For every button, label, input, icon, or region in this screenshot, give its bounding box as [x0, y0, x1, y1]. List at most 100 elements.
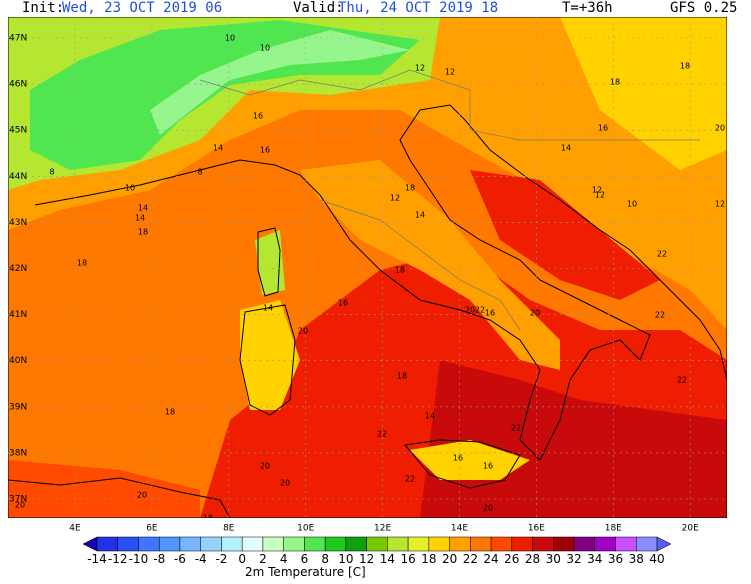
colorbar-label: 24 [483, 552, 498, 566]
contour-label: 14 [135, 214, 145, 223]
colorbar-label: 12 [359, 552, 374, 566]
colorbar-segment [304, 536, 326, 552]
contour-label: 16 [253, 112, 263, 121]
contour-label: 18 [680, 62, 690, 71]
lat-label: 42N [9, 264, 27, 274]
lat-label: 45N [9, 126, 27, 136]
colorbar-segment [324, 536, 347, 552]
colorbar-segment [511, 536, 533, 552]
field-corsica [255, 230, 285, 295]
contour-label: 16 [338, 299, 348, 308]
contour-label: 20 [465, 306, 475, 315]
colorbar-label: 18 [421, 552, 436, 566]
colorbar-segment [345, 536, 367, 552]
lat-label: 44N [9, 172, 27, 182]
borders [199, 69, 700, 331]
contour-label: 12 [445, 68, 455, 77]
colorbar-segment [241, 536, 264, 552]
colorbar-segment [449, 536, 471, 552]
lat-label: 41N [9, 310, 27, 320]
colorbar-label: 16 [400, 552, 415, 566]
contour-label: 8 [49, 168, 54, 177]
colorbar-label: 38 [629, 552, 644, 566]
contour-label: 12 [415, 64, 425, 73]
colorbar-segment [96, 536, 118, 552]
contour-label: 16 [598, 124, 608, 133]
colorbar-label: 2 [259, 552, 267, 566]
contour-label: 14 [561, 144, 571, 153]
contour-label: 16 [260, 146, 270, 155]
contour-label: 14 [263, 304, 273, 313]
colorbar-segment [117, 536, 139, 552]
contour-label: 18 [397, 372, 407, 381]
lat-label: 46N [9, 80, 27, 90]
colorbar-segment [594, 536, 616, 552]
contour-label: 12 [715, 200, 725, 209]
colorbar-arrow [656, 536, 672, 552]
colorbar-label: 8 [321, 552, 329, 566]
colorbar-label: 6 [301, 552, 309, 566]
contour-label: 18 [610, 78, 620, 87]
contour-label: 12 [592, 186, 602, 195]
colorbar-segment [573, 536, 596, 552]
contour-label: 16 [453, 454, 463, 463]
colorbar-segment [553, 536, 575, 552]
lon-label: 8E [223, 524, 235, 534]
contour-label: 18 [405, 184, 415, 193]
colorbar: 2m Temperature [C] -14 -12 -10 -8 -6 -4 -2 0 2 4 6… [82, 536, 672, 579]
field-peninsula [300, 160, 560, 370]
valid-label: Valid: [293, 0, 344, 16]
field-sardinia [240, 300, 300, 410]
contour-label: 20 [530, 309, 540, 318]
contour-label: 18 [395, 266, 405, 275]
colorbar-segment [615, 536, 637, 552]
colorbar-segment [636, 536, 658, 552]
lat-label: 37N [9, 495, 27, 505]
colorbar-label: 0 [238, 552, 246, 566]
colorbar-segment [387, 536, 409, 552]
colorbar-label: 4 [280, 552, 288, 566]
colorbar-label: 32 [566, 552, 581, 566]
lat-label: 43N [9, 218, 27, 228]
field-sicily [410, 440, 530, 480]
colorbar-segment [221, 536, 243, 552]
contour-label: 12 [390, 194, 400, 203]
lon-label: 12E [374, 524, 391, 534]
colorbar-label: 14 [380, 552, 395, 566]
colorbar-label: 40 [649, 552, 664, 566]
contour-label: 8 [197, 168, 202, 177]
field-alps-high [150, 30, 410, 135]
contour-label: 20 [15, 501, 25, 510]
contour-label: 14 [425, 412, 435, 421]
lon-label: 6E [146, 524, 158, 534]
colorbar-label: 34 [587, 552, 602, 566]
colorbar-label: 36 [608, 552, 623, 566]
contour-label: 10 [125, 184, 135, 193]
contour-label: 12 [595, 191, 605, 200]
colorbar-label: 22 [463, 552, 478, 566]
valid-value: Thu, 24 OCT 2019 18 [338, 0, 498, 16]
colorbar-label: -6 [174, 552, 186, 566]
contour-label: 10 [627, 200, 637, 209]
header: Init: Wed, 23 OCT 2019 06 Valid: Thu, 24… [22, 0, 737, 16]
colorbar-label: 20 [442, 552, 457, 566]
contour-label: 22 [405, 475, 415, 484]
colorbar-label: 28 [525, 552, 540, 566]
contour-label: 18 [165, 408, 175, 417]
init-label: Init: [22, 0, 64, 16]
contour-label: 18 [138, 228, 148, 237]
axes: 47N 46N 45N 44N 43N 42N 41N 40N 39N 38N 37N 4E 6E 8E 1… [9, 34, 699, 534]
colorbar-segment [283, 536, 305, 552]
contour-label: 10 [225, 34, 235, 43]
contour-label: 20 [483, 504, 493, 513]
lon-label: 18E [605, 524, 622, 534]
colorbar-segment [138, 536, 160, 552]
colorbar-segment [262, 536, 284, 552]
contour-label: 22 [655, 311, 665, 320]
lon-label: 4E [69, 524, 81, 534]
colorbar-title: 2m Temperature [C] [245, 565, 366, 579]
contour-label: 20 [715, 124, 725, 133]
colorbar-segment [158, 536, 181, 552]
